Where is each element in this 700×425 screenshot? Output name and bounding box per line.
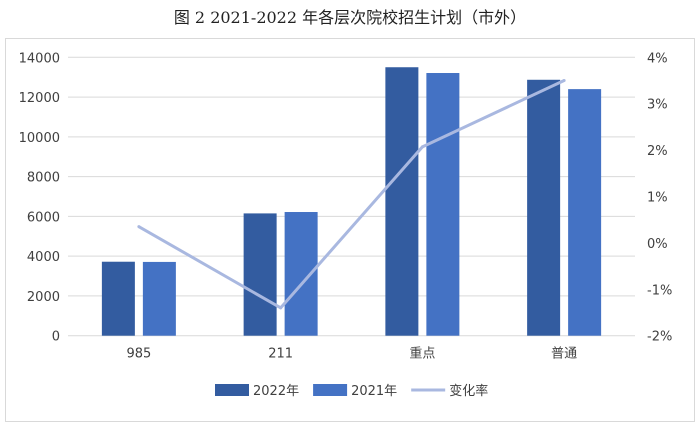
y-tick-label: 2000 [27,290,60,305]
x-tick-label: 普通 [551,347,577,362]
bar-2021年-985 [142,261,176,336]
y2-tick-label: 4% [647,51,668,66]
y2-tick-label: 3% [647,98,668,113]
legend-swatch [313,384,348,396]
legend-swatch [215,384,249,396]
y-tick-label: 8000 [27,171,60,186]
y2-tick-label: -2% [647,330,672,345]
y2-tick-label: 1% [647,191,668,206]
y-tick-label: 12000 [19,91,60,106]
line-point [137,225,141,229]
y-tick-label: 0 [52,330,60,345]
bar-2022年-985 [101,261,135,336]
line-point [420,145,424,149]
y-tick-label: 14000 [19,51,60,66]
y2-tick-label: 2% [647,144,668,159]
y2-tick-label: 0% [647,237,668,252]
x-tick-label: 重点 [409,346,435,362]
y-tick-label: 4000 [27,250,60,265]
chart-title: 图 2 2021-2022 年各层次院校招生计划（市外） [173,8,527,27]
bar-2022年-普通 [527,79,561,336]
y-tick-label: 6000 [27,210,60,225]
bar-2021年-重点 [426,73,460,336]
chart-frame [5,38,695,422]
bar-2022年-211 [243,213,277,336]
legend-label: 2021年 [351,384,397,399]
bar-2021年-211 [284,212,318,336]
bar-2022年-重点 [385,67,419,336]
line-point [562,79,566,82]
line-point [279,306,283,310]
bar-2021年-普通 [568,89,602,336]
line-变化率 [138,79,565,310]
legend-label: 变化率 [449,383,488,399]
y-tick-label: 10000 [19,131,60,146]
x-tick-label: 985 [126,347,151,362]
x-tick-label: 211 [268,347,293,362]
legend-label: 2022年 [253,384,299,399]
y2-tick-label: -1% [647,283,672,298]
